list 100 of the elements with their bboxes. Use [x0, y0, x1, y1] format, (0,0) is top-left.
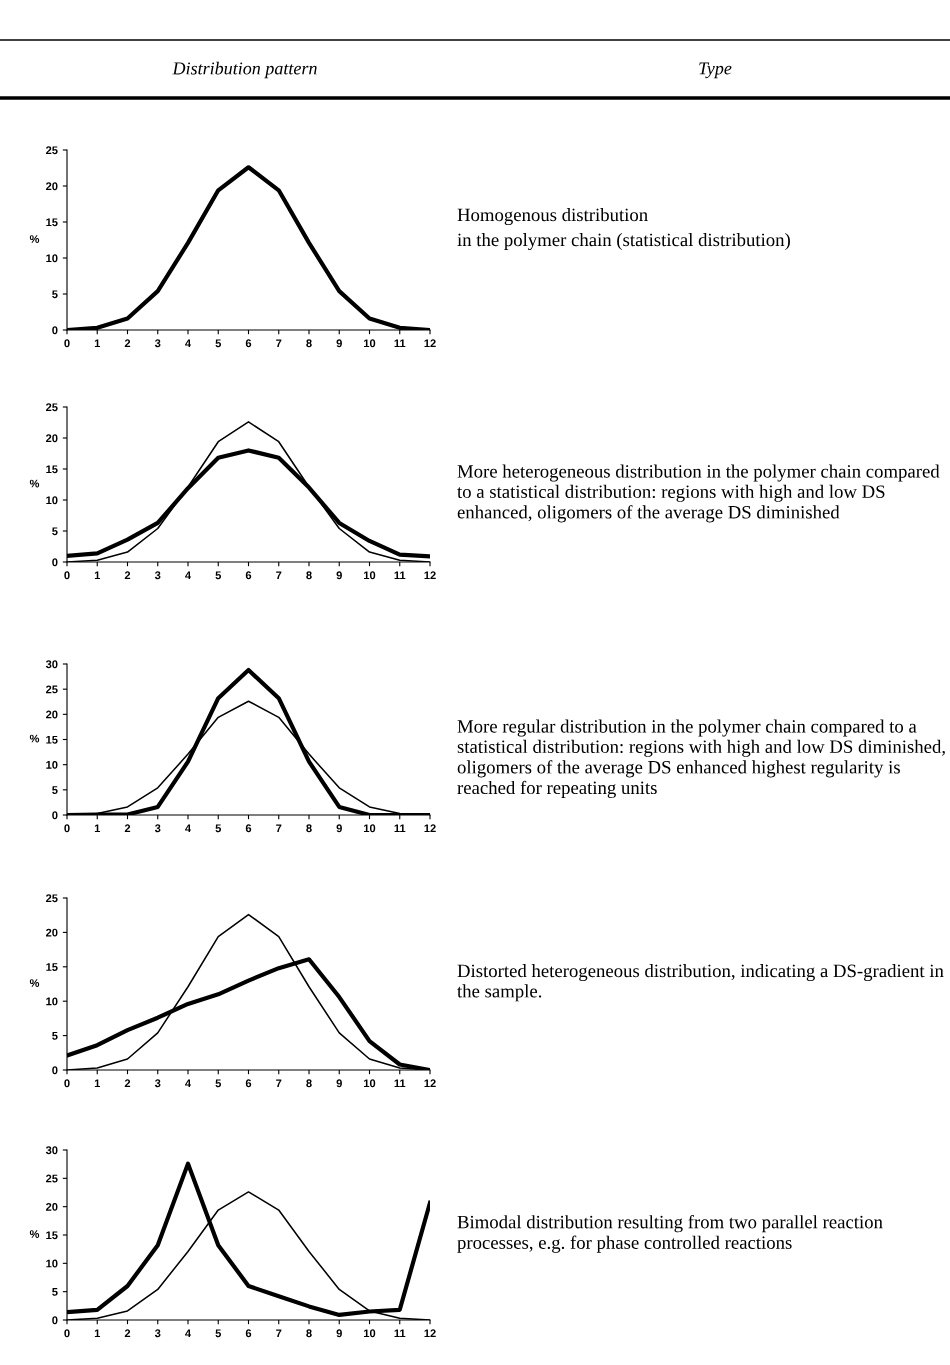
x-tick-label: 8 — [306, 824, 312, 833]
y-tick-label: 5 — [52, 786, 58, 794]
x-tick-label: 4 — [185, 339, 192, 348]
x-tick-label: 12 — [424, 1329, 436, 1338]
y-tick-label: 10 — [46, 496, 58, 505]
y-axis-title: % — [29, 1230, 40, 1238]
x-tick-label: 7 — [276, 824, 282, 833]
x-tick-label: 0 — [64, 571, 70, 580]
y-tick-label: 0 — [52, 1066, 58, 1075]
y-tick-label: 25 — [46, 1174, 58, 1183]
x-tick-label: 7 — [276, 339, 282, 348]
y-axis-title: % — [29, 479, 40, 488]
x-tick-label: 12 — [424, 339, 436, 348]
x-tick-label: 12 — [424, 571, 436, 580]
x-tick-label: 6 — [245, 571, 252, 580]
x-tick-label: 1 — [94, 571, 101, 580]
x-tick-label: 7 — [276, 1329, 282, 1338]
y-tick-label: 10 — [46, 997, 58, 1006]
x-tick-label: 1 — [94, 339, 101, 348]
y-tick-label: 20 — [46, 182, 58, 191]
y-tick-label: 5 — [52, 290, 58, 299]
x-tick-label: 3 — [154, 824, 161, 833]
x-tick-label: 10 — [364, 339, 376, 348]
y-tick-label: 10 — [46, 760, 58, 769]
x-tick-label: 1 — [94, 1079, 101, 1088]
text: Distorted heterogeneous distribution, indicating a DS-gradient in the sample. — [457, 964, 944, 1002]
x-tick-label: 3 — [154, 339, 161, 348]
x-tick-label: 9 — [336, 571, 342, 580]
y-tick-label: 15 — [46, 735, 58, 744]
x-tick-label: 11 — [394, 1329, 406, 1338]
y-tick-label: 0 — [52, 811, 58, 820]
x-tick-label: 5 — [215, 1079, 222, 1088]
x-tick-label: 8 — [306, 1079, 312, 1088]
text: Type — [699, 62, 732, 79]
y-tick-label: 20 — [46, 710, 58, 719]
y-tick-label: 0 — [52, 326, 58, 335]
x-tick-label: 10 — [364, 571, 376, 580]
y-tick-label: 30 — [45, 660, 58, 669]
x-tick-label: 4 — [185, 824, 192, 833]
x-tick-label: 4 — [185, 571, 192, 580]
x-tick-label: 3 — [154, 571, 161, 580]
x-tick-label: 6 — [245, 1079, 252, 1088]
x-tick-label: 5 — [215, 339, 222, 348]
text: Bimodal distribution resulting from two parallel reaction processes, e.g. for phase controlled reactions — [457, 1215, 883, 1253]
y-tick-label: 15 — [46, 465, 58, 474]
x-tick-label: 8 — [306, 1329, 312, 1338]
y-tick-label: 30 — [45, 1146, 58, 1155]
y-axis-title: % — [29, 979, 40, 987]
y-tick-label: 5 — [52, 1031, 58, 1040]
x-tick-label: 2 — [124, 571, 131, 580]
y-tick-label: 25 — [46, 146, 58, 155]
x-tick-label: 7 — [276, 571, 282, 580]
x-tick-label: 10 — [364, 1329, 376, 1338]
x-tick-label: 6 — [245, 1329, 252, 1338]
y-tick-label: 5 — [52, 527, 58, 536]
y-tick-label: 0 — [52, 1316, 58, 1325]
y-tick-label: 15 — [46, 218, 58, 227]
y-axis-title: % — [29, 734, 40, 743]
y-tick-label: 0 — [52, 558, 58, 567]
y-tick-label: 25 — [46, 685, 58, 694]
text: More regular distribution in the polymer chain compared to a statistical distribution: regions with high and low DS diminished, oligomers of the average DS enhanced highest regularity is reached for repeating units — [457, 719, 945, 798]
x-tick-label: 5 — [215, 571, 222, 580]
x-tick-label: 3 — [154, 1079, 161, 1088]
x-tick-label: 2 — [124, 1079, 131, 1088]
y-tick-label: 20 — [46, 434, 58, 443]
text: in the polymer chain (statistical distribution) — [457, 233, 790, 251]
x-tick-label: 6 — [245, 339, 252, 348]
chart-title: Distribution pattern — [172, 61, 317, 79]
y-tick-label: 10 — [46, 254, 58, 263]
x-tick-label: 12 — [424, 824, 436, 833]
x-tick-label: 0 — [64, 1329, 70, 1338]
x-tick-label: 0 — [64, 339, 70, 348]
x-tick-label: 2 — [124, 824, 131, 833]
x-tick-label: 10 — [364, 824, 376, 833]
y-tick-label: 15 — [46, 1231, 58, 1240]
x-tick-label: 2 — [124, 1329, 131, 1338]
text: Homogenous distribution — [457, 208, 648, 226]
x-tick-label: 3 — [154, 1329, 161, 1338]
y-tick-label: 25 — [46, 894, 58, 903]
x-tick-label: 9 — [336, 824, 342, 833]
y-tick-label: 25 — [46, 403, 58, 412]
x-tick-label: 9 — [336, 339, 342, 348]
x-tick-label: 8 — [306, 339, 312, 348]
x-tick-label: 4 — [185, 1079, 192, 1088]
x-tick-label: 0 — [64, 824, 70, 833]
x-tick-label: 5 — [215, 824, 222, 833]
x-tick-label: 1 — [94, 824, 101, 833]
x-tick-label: 4 — [185, 1329, 192, 1338]
y-axis-title: % — [29, 235, 40, 243]
x-tick-label: 5 — [215, 1329, 222, 1338]
y-tick-label: 10 — [46, 1259, 58, 1268]
x-tick-label: 11 — [394, 1079, 406, 1088]
x-tick-label: 9 — [336, 1329, 342, 1338]
y-tick-label: 15 — [46, 963, 58, 971]
x-tick-label: 8 — [306, 571, 312, 580]
x-tick-label: 0 — [64, 1079, 70, 1088]
x-tick-label: 10 — [364, 1079, 376, 1088]
y-tick-label: 20 — [46, 928, 58, 937]
y-tick-label: 20 — [46, 1202, 58, 1211]
x-tick-label: 2 — [124, 339, 131, 348]
